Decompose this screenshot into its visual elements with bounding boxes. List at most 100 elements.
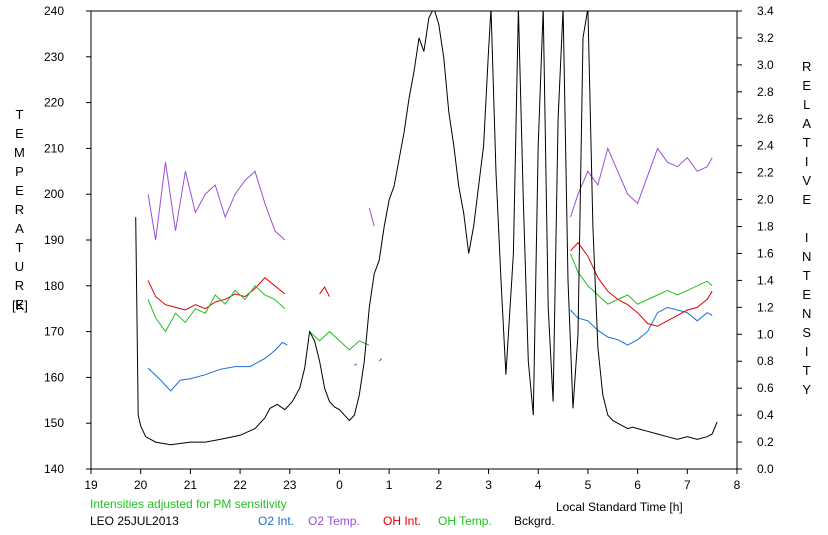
series-line-o2-int: [378, 358, 383, 362]
series-group: [135, 11, 718, 446]
right-axis-title-letter: T: [802, 268, 811, 283]
x-tick-label: 22: [233, 478, 247, 492]
x-tick-label: 23: [283, 478, 297, 492]
left-axis-title-letter: E: [15, 297, 24, 312]
legend-item: OH Temp.: [438, 514, 492, 528]
right-y-tick-label: 0.2: [757, 435, 774, 449]
right-y-tick-label: 0.8: [757, 354, 774, 368]
left-axis-unit-text: [K]: [12, 298, 28, 313]
left-y-tick-label: 190: [44, 233, 64, 247]
series-line-oh-temp: [147, 285, 286, 333]
x-tick-label: 1: [386, 478, 393, 492]
x-tick-label: 5: [585, 478, 592, 492]
right-axis-title-letter: N: [802, 306, 812, 321]
right-axis-title-letter: [805, 212, 809, 231]
series-line-o2-int: [147, 341, 288, 392]
left-axis-title-letter: E: [15, 126, 24, 141]
station-date: LEO 25JUL2013: [90, 514, 179, 528]
left-axis-title-letter: E: [15, 183, 24, 198]
right-axis-title-letter: I: [804, 230, 809, 245]
x-tick-label: 21: [184, 478, 198, 492]
left-axis-title-letter: M: [14, 145, 25, 160]
left-y-tick-label: 180: [44, 279, 64, 293]
right-axis-title-letter: T: [802, 363, 811, 378]
right-axis-title-letter: Y: [802, 382, 812, 397]
x-tick-label: 7: [684, 478, 691, 492]
left-y-tick-label: 140: [44, 462, 64, 476]
right-y-tick-label: 1.4: [757, 273, 774, 287]
series-line-o2-int: [570, 306, 713, 346]
left-axis-title-letter: P: [15, 164, 24, 179]
right-axis-title-letter: A: [802, 116, 812, 131]
right-axis-title-letter: E: [802, 192, 812, 207]
right-axis-title-letter: S: [802, 325, 812, 340]
right-y-tick-label: 0.4: [757, 408, 774, 422]
left-y-tick-label: 200: [44, 187, 64, 201]
right-y-tick-label: 2.0: [757, 193, 774, 207]
x-tick-label: 20: [134, 478, 148, 492]
station-name: LEO: [90, 514, 115, 528]
right-y-tick-label: 2.4: [757, 139, 774, 153]
right-axis-title-letter: E: [802, 287, 812, 302]
right-y-tick-label: 2.2: [757, 166, 774, 180]
x-tick-label: 8: [734, 478, 741, 492]
x-tick-label: 2: [436, 478, 443, 492]
left-axis-unit: [K]: [12, 299, 28, 318]
left-axis-title-letter: T: [15, 240, 24, 255]
series-line-oh-temp: [570, 253, 713, 305]
left-axis-title-letter: A: [15, 221, 24, 236]
right-y-tick-label: 1.8: [757, 220, 774, 234]
right-y-tick-label: 0.0: [757, 462, 774, 476]
series-line-oh-temp: [309, 330, 370, 351]
adjustment-note: Intensities adjusted for PM sensitivity: [90, 497, 287, 511]
series-line-oh-int: [147, 277, 286, 311]
x-tick-label: 6: [634, 478, 641, 492]
legend-item: O2 Int.: [258, 514, 295, 528]
x-tick-label: 19: [84, 478, 98, 492]
right-axis-title-letter: L: [803, 97, 811, 112]
left-y-tick-label: 210: [44, 141, 64, 155]
right-y-tick-label: 3.0: [757, 58, 774, 72]
left-y-tick-label: 150: [44, 416, 64, 430]
left-axis-title-letter: R: [14, 202, 25, 217]
legend-item: Bckgrd.: [514, 514, 555, 528]
series-line-oh-int: [319, 286, 330, 297]
right-y-tick-label: 3.2: [757, 31, 774, 45]
left-y-tick-label: 160: [44, 370, 64, 384]
left-axis-title-letter: T: [15, 107, 24, 122]
left-axis-title-letter: U: [14, 259, 25, 274]
series-line-oh-int: [570, 241, 713, 327]
right-axis-title-letter: V: [802, 173, 812, 188]
right-axis-title-letter: N: [802, 249, 812, 264]
series-line-bckgrd: [135, 11, 718, 446]
left-y-tick-label: 170: [44, 325, 64, 339]
series-line-o2-int: [354, 363, 358, 366]
legend-item: O2 Temp.: [308, 514, 360, 528]
right-y-tick-label: 3.4: [757, 4, 774, 18]
right-axis-title-letter: E: [802, 78, 812, 93]
left-y-tick-label: 240: [44, 4, 64, 18]
x-tick-label: 0: [336, 478, 343, 492]
x-axis-title: Local Standard Time [h]: [556, 500, 683, 514]
right-y-tick-label: 1.0: [757, 327, 774, 341]
left-axis-title-letter: R: [14, 278, 25, 293]
right-axis-title-letter: R: [802, 59, 812, 74]
right-axis-title-letter: I: [804, 154, 809, 169]
right-axis-title-letter: T: [802, 135, 811, 150]
left-y-tick-label: 230: [44, 50, 64, 64]
right-y-tick-label: 0.6: [757, 381, 774, 395]
x-tick-label: 4: [535, 478, 542, 492]
right-y-tick-label: 1.6: [757, 246, 774, 260]
right-y-tick-label: 2.6: [757, 112, 774, 126]
left-y-tick-label: 220: [44, 96, 64, 110]
observation-date: 25JUL2013: [117, 514, 179, 528]
right-axis-title-letter: I: [804, 344, 809, 359]
series-line-o2-temp: [147, 162, 286, 241]
right-y-tick-label: 1.2: [757, 300, 774, 314]
right-y-tick-label: 2.8: [757, 85, 774, 99]
x-tick-label: 3: [485, 478, 492, 492]
legend-item: OH Int.: [383, 514, 422, 528]
